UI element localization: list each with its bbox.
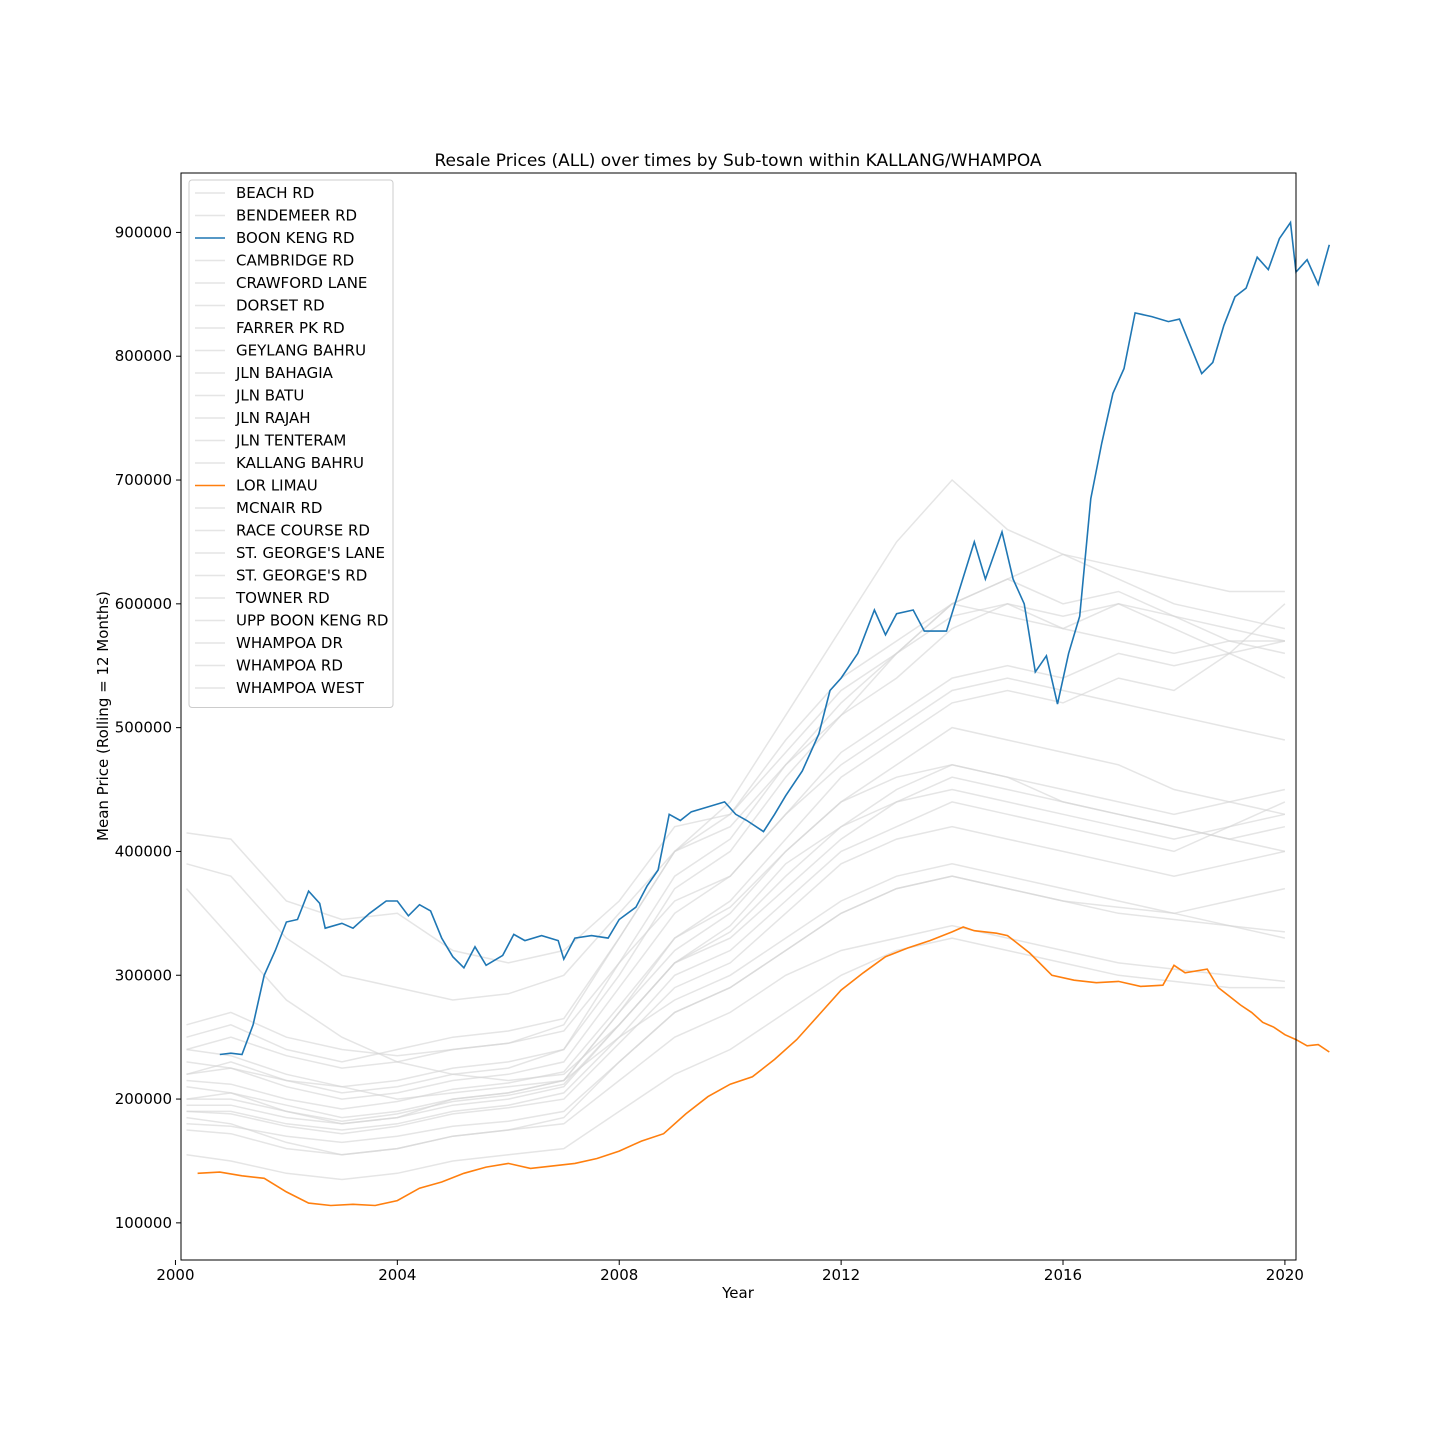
y-axis-ticks: 100000 200000 300000 400000 500000 600000 7000… bbox=[115, 223, 181, 1232]
series-line-boon-keng-rd bbox=[219, 220, 1331, 1056]
legend-entry: KALLANG BAHRU bbox=[236, 454, 364, 472]
x-tick-label: 2016 bbox=[1044, 1266, 1082, 1284]
legend-entry: ST. GEORGE'S LANE bbox=[236, 544, 385, 562]
legend-entry: BOON KENG RD bbox=[236, 229, 355, 247]
x-axis-label: Year bbox=[721, 1284, 755, 1302]
legend-entry: UPP BOON KENG RD bbox=[236, 612, 388, 630]
legend-entry: JLN BAHAGIA bbox=[235, 364, 334, 382]
plot-area bbox=[180, 172, 1331, 1261]
y-tick-label: 300000 bbox=[115, 966, 172, 984]
legend-box bbox=[188, 179, 394, 708]
legend-entry: CAMBRIDGE RD bbox=[236, 252, 354, 270]
y-tick-label: 500000 bbox=[115, 719, 172, 737]
series-line-race-course-rd bbox=[186, 553, 1286, 1088]
legend: BEACH RD BENDEMEER RD BOON KENG RD CAMBRIDG… bbox=[188, 179, 394, 708]
y-axis-label: Mean Price (Rolling = 12 Months) bbox=[94, 591, 112, 841]
legend-entry: RACE COURSE RD bbox=[236, 522, 370, 540]
series-line-whampoa-rd bbox=[186, 603, 1285, 1094]
legend-entry: GEYLANG BAHRU bbox=[236, 342, 366, 360]
legend-entry: JLN RAJAH bbox=[235, 409, 311, 427]
axes-frame bbox=[180, 172, 1297, 1261]
chart-title: Resale Prices (ALL) over times by Sub-to… bbox=[434, 151, 1041, 171]
legend-entry: LOR LIMAU bbox=[236, 477, 318, 495]
series-line-upp-boon-keng-rd bbox=[186, 825, 1286, 1135]
y-tick-label: 100000 bbox=[115, 1214, 172, 1232]
y-tick-label: 600000 bbox=[115, 595, 172, 613]
series-line-st-george-s-lane bbox=[186, 776, 1286, 1125]
legend-entry: WHAMPOA WEST bbox=[236, 679, 365, 697]
series-line-whampoa-dr bbox=[186, 764, 1286, 1110]
legend-entry: WHAMPOA RD bbox=[236, 657, 343, 675]
series-line-cambridge-rd bbox=[186, 603, 1286, 1001]
x-tick-label: 2008 bbox=[600, 1266, 638, 1284]
legend-entry: WHAMPOA DR bbox=[236, 634, 343, 652]
legend-entry: DORSET RD bbox=[236, 297, 325, 315]
series-line-towner-rd bbox=[186, 478, 1285, 1069]
legend-entry: MCNAIR RD bbox=[236, 499, 322, 517]
series-line-whampoa-west bbox=[186, 788, 1286, 1123]
series-line-jln-rajah bbox=[186, 602, 1286, 1063]
legend-entry: BEACH RD bbox=[236, 184, 314, 202]
legend-entry: TOWNER RD bbox=[235, 589, 330, 607]
x-tick-label: 2004 bbox=[378, 1266, 416, 1284]
x-tick-label: 2012 bbox=[822, 1266, 860, 1284]
x-tick-label: 2020 bbox=[1266, 1266, 1304, 1284]
y-tick-label: 800000 bbox=[115, 347, 172, 365]
x-axis-ticks: 2000 2004 2008 2012 2016 2020 bbox=[156, 1260, 1304, 1284]
legend-entry: BENDEMEER RD bbox=[236, 207, 357, 225]
series-line-jln-tenteram bbox=[186, 640, 1286, 1100]
series-line-kallang-bahru bbox=[186, 603, 1286, 1119]
series-line-lor-limau bbox=[197, 926, 1330, 1207]
series-line-st-george-s-rd bbox=[186, 875, 1286, 1156]
y-tick-label: 900000 bbox=[115, 223, 172, 241]
legend-entry: ST. GEORGE'S RD bbox=[236, 567, 367, 585]
x-tick-label: 2000 bbox=[156, 1266, 194, 1284]
y-tick-label: 400000 bbox=[115, 842, 172, 860]
legend-entry: FARRER PK RD bbox=[236, 319, 345, 337]
legend-entry: JLN BATU bbox=[235, 387, 304, 405]
legend-entry: JLN TENTERAM bbox=[235, 432, 346, 450]
legend-entry: CRAWFORD LANE bbox=[236, 274, 367, 292]
y-tick-label: 700000 bbox=[115, 471, 172, 489]
series-line-mcnair-rd bbox=[186, 801, 1286, 1131]
y-tick-label: 200000 bbox=[115, 1090, 172, 1108]
series-line-jln-bahagia bbox=[186, 937, 1285, 1181]
